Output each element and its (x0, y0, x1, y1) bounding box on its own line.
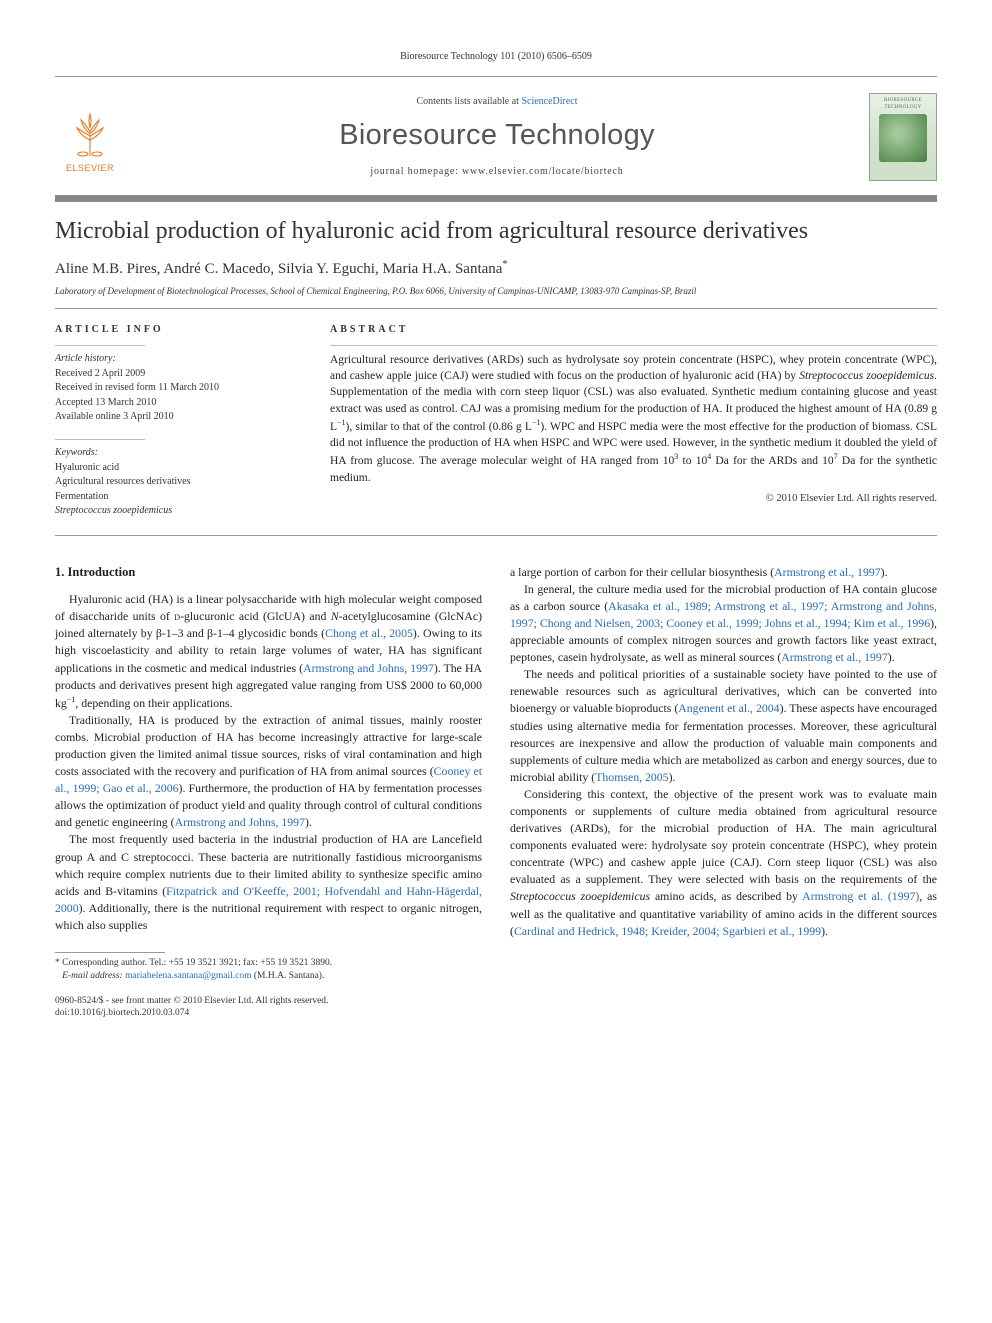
corr-marker: * (502, 259, 507, 270)
keyword: Hyaluronic acid (55, 461, 300, 476)
paragraph: The most frequently used bacteria in the… (55, 831, 482, 934)
email-who: (M.H.A. Santana). (254, 971, 324, 981)
abs-organism: Streptococcus zooepidemicus (799, 370, 934, 382)
journal-banner: ELSEVIER Contents lists available at Sci… (55, 85, 937, 189)
citation-header: Bioresource Technology 101 (2010) 6506–6… (55, 50, 937, 64)
homepage-line: journal homepage: www.elsevier.com/locat… (139, 165, 855, 179)
t: , depending on their applications. (75, 696, 232, 710)
t: -glucuronic acid (GlcUA) and (180, 609, 331, 623)
bottom-meta: 0960-8524/$ - see front matter © 2010 El… (55, 995, 482, 1021)
paragraph: Traditionally, HA is produced by the ext… (55, 712, 482, 832)
affiliation: Laboratory of Development of Biotechnolo… (55, 286, 937, 298)
reference-link[interactable]: Cardinal and Hedrick, 1948; Kreider, 200… (514, 924, 821, 938)
authors: Aline M.B. Pires, André C. Macedo, Silvi… (55, 258, 937, 280)
article-info-label: ARTICLE INFO (55, 323, 300, 337)
t: ). (881, 565, 888, 579)
homepage-prefix: journal homepage: (370, 166, 462, 177)
contents-line: Contents lists available at ScienceDirec… (139, 95, 855, 109)
abstract-copyright: © 2010 Elsevier Ltd. All rights reserved… (330, 492, 937, 507)
paragraph: Hyaluronic acid (HA) is a linear polysac… (55, 591, 482, 712)
left-column: 1. Introduction Hyaluronic acid (HA) is … (55, 564, 482, 1021)
keyword: Fermentation (55, 490, 300, 505)
keywords-label: Keywords: (55, 446, 300, 460)
reference-link[interactable]: Armstrong et al., 1997 (774, 565, 880, 579)
journal-cover-thumb: BIORESOURCE TECHNOLOGY (869, 93, 937, 181)
keyword: Streptococcus zooepidemicus (55, 504, 300, 519)
email-line: E-mail address: mariahelena.santana@gmai… (55, 970, 482, 983)
t: Traditionally, HA is produced by the ext… (55, 713, 482, 778)
elsevier-logo: ELSEVIER (55, 100, 125, 175)
abstract-column: ABSTRACT Agricultural resource derivativ… (330, 323, 937, 519)
divider (55, 76, 937, 77)
thick-divider (55, 195, 937, 202)
front-matter-line: 0960-8524/$ - see front matter © 2010 El… (55, 995, 482, 1008)
paragraph: In general, the culture media used for t… (510, 581, 937, 666)
cover-image-icon (879, 114, 927, 162)
t: a large portion of carbon for their cell… (510, 565, 774, 579)
paragraph: The needs and political priorities of a … (510, 666, 937, 786)
doi-line: doi:10.1016/j.biortech.2010.03.074 (55, 1007, 482, 1020)
journal-name: Bioresource Technology (139, 115, 855, 156)
right-column: a large portion of carbon for their cell… (510, 564, 937, 1021)
corresponding-footnote: * Corresponding author. Tel.: +55 19 352… (55, 957, 482, 983)
abs-divider (330, 345, 937, 346)
abs-t: Da for the ARDs and 10 (711, 455, 833, 467)
t: Considering this context, the objective … (510, 787, 937, 886)
info-abstract-row: ARTICLE INFO Article history: Received 2… (55, 308, 937, 536)
contents-prefix: Contents lists available at (416, 96, 521, 107)
footnote-divider (55, 952, 165, 953)
t: ). Additionally, there is the nutritiona… (55, 901, 482, 932)
t: ). (305, 815, 312, 829)
kw-divider (55, 439, 145, 440)
reference-link[interactable]: Thomsen, 2005 (595, 770, 668, 784)
t: Streptococcus zooepidemicus (510, 889, 650, 903)
online-line: Available online 3 April 2010 (55, 410, 300, 425)
hist-divider (55, 345, 145, 346)
t: ). (669, 770, 676, 784)
keyword: Agricultural resources derivatives (55, 475, 300, 490)
homepage-url[interactable]: www.elsevier.com/locate/biortech (462, 166, 624, 177)
reference-link[interactable]: Armstrong and Johns, 1997 (175, 815, 305, 829)
article-info: ARTICLE INFO Article history: Received 2… (55, 323, 300, 519)
body-columns: 1. Introduction Hyaluronic acid (HA) is … (55, 564, 937, 1021)
reference-link[interactable]: Chong et al., 2005 (325, 626, 413, 640)
paragraph: a large portion of carbon for their cell… (510, 564, 937, 581)
elsevier-tree-icon (63, 106, 117, 160)
reference-link[interactable]: Armstrong and Johns, 1997 (303, 661, 434, 675)
keywords-block: Keywords: Hyaluronic acid Agricultural r… (55, 439, 300, 519)
t: ). (821, 924, 828, 938)
history-label: Article history: (55, 352, 300, 366)
received-line: Received 2 April 2009 (55, 367, 300, 382)
email-link[interactable]: mariahelena.santana@gmail.com (125, 971, 251, 981)
t: N (331, 609, 339, 623)
reference-link[interactable]: Armstrong et al. (1997) (802, 889, 919, 903)
sciencedirect-link[interactable]: ScienceDirect (521, 96, 577, 107)
t: ). (888, 650, 895, 664)
corr-line: * Corresponding author. Tel.: +55 19 352… (55, 957, 482, 970)
cover-small-title: BIORESOURCE TECHNOLOGY (870, 94, 936, 111)
article-title: Microbial production of hyaluronic acid … (55, 216, 937, 246)
banner-center: Contents lists available at ScienceDirec… (139, 95, 855, 180)
abstract-label: ABSTRACT (330, 323, 937, 337)
paragraph: Considering this context, the objective … (510, 786, 937, 940)
t: amino acids, as described by (650, 889, 802, 903)
abs-sup: −1 (337, 418, 346, 427)
intro-heading: 1. Introduction (55, 564, 482, 582)
authors-list: Aline M.B. Pires, André C. Macedo, Silvi… (55, 261, 502, 277)
abs-t: to 10 (678, 455, 707, 467)
reference-link[interactable]: Angenent et al., 2004 (678, 701, 779, 715)
accepted-line: Accepted 13 March 2010 (55, 396, 300, 411)
abstract-text: Agricultural resource derivatives (ARDs)… (330, 352, 937, 486)
elsevier-logo-text: ELSEVIER (66, 162, 114, 175)
email-label: E-mail address: (62, 971, 123, 981)
revised-line: Received in revised form 11 March 2010 (55, 381, 300, 396)
reference-link[interactable]: Armstrong et al., 1997 (781, 650, 887, 664)
abs-t: ), similar to that of the control (0.86 … (346, 421, 532, 433)
